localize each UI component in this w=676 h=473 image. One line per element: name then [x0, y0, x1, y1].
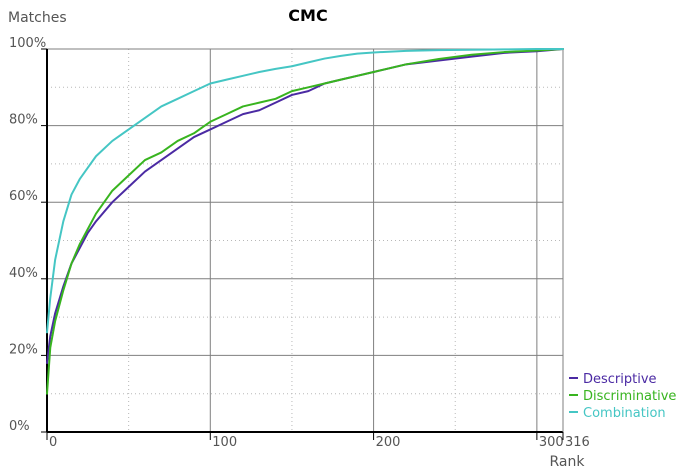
legend-label-combination: Combination — [583, 406, 666, 421]
y-tick-label: 100% — [9, 36, 46, 51]
x-tick-label: 200 — [376, 435, 401, 450]
legend-label-discriminative: Discriminative — [583, 389, 676, 404]
series-line-combination — [46, 48, 564, 334]
x-tick-label: 100 — [212, 435, 237, 450]
y-tick-label: 0% — [9, 419, 30, 434]
grid-layer — [47, 48, 563, 432]
chart-title: CMC — [288, 6, 327, 25]
x-tick-label: 300 — [539, 435, 564, 450]
x-tick-label: 0 — [49, 435, 57, 450]
axes-layer — [46, 49, 564, 433]
series-line-discriminative — [46, 48, 564, 395]
y-axis-label: Matches — [8, 10, 67, 26]
legend-label-descriptive: Descriptive — [583, 372, 657, 387]
y-tick-label: 40% — [9, 266, 38, 281]
x-axis-label: Rank — [550, 454, 586, 470]
series-line-descriptive — [46, 48, 564, 365]
legend: Descriptive Discriminative Combination — [569, 372, 676, 421]
y-tick-label: 80% — [9, 113, 38, 128]
ticks-layer: 0% 20% 40% 60% 80% 100% 0 100 200 300 316 — [9, 36, 590, 450]
y-tick-label: 20% — [9, 342, 38, 357]
x-tick-label: 316 — [565, 435, 590, 450]
series-layer — [46, 48, 564, 395]
y-tick-label: 60% — [9, 189, 38, 204]
